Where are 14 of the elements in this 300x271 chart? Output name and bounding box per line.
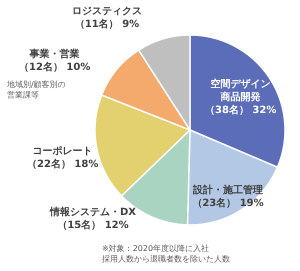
data-label: （12名） 10% <box>19 61 90 73</box>
data-label: （11名） 9% <box>74 18 140 30</box>
data-label: （38名） 32% <box>205 104 276 116</box>
data-label: （22名） 18% <box>27 158 98 170</box>
slice-label: コーポレート <box>32 146 93 157</box>
text: ※対象：2020年度以降に入社採用人数から退職者数を除いた人数 <box>102 244 230 264</box>
data-label: （15名） 12% <box>57 219 129 231</box>
data-label: （23名） 19% <box>192 197 264 209</box>
slice-label: 設計・施工管理 <box>192 184 263 196</box>
slice-label: 情報システム・DX <box>49 206 136 218</box>
slice-label: 空間デザイン商品開発 <box>210 78 271 103</box>
slice-label: 事業・営業 <box>28 48 80 60</box>
text: 地域別/顧客別の営業課等 <box>6 80 66 100</box>
slice-label: ロジスティクス <box>72 6 142 17</box>
